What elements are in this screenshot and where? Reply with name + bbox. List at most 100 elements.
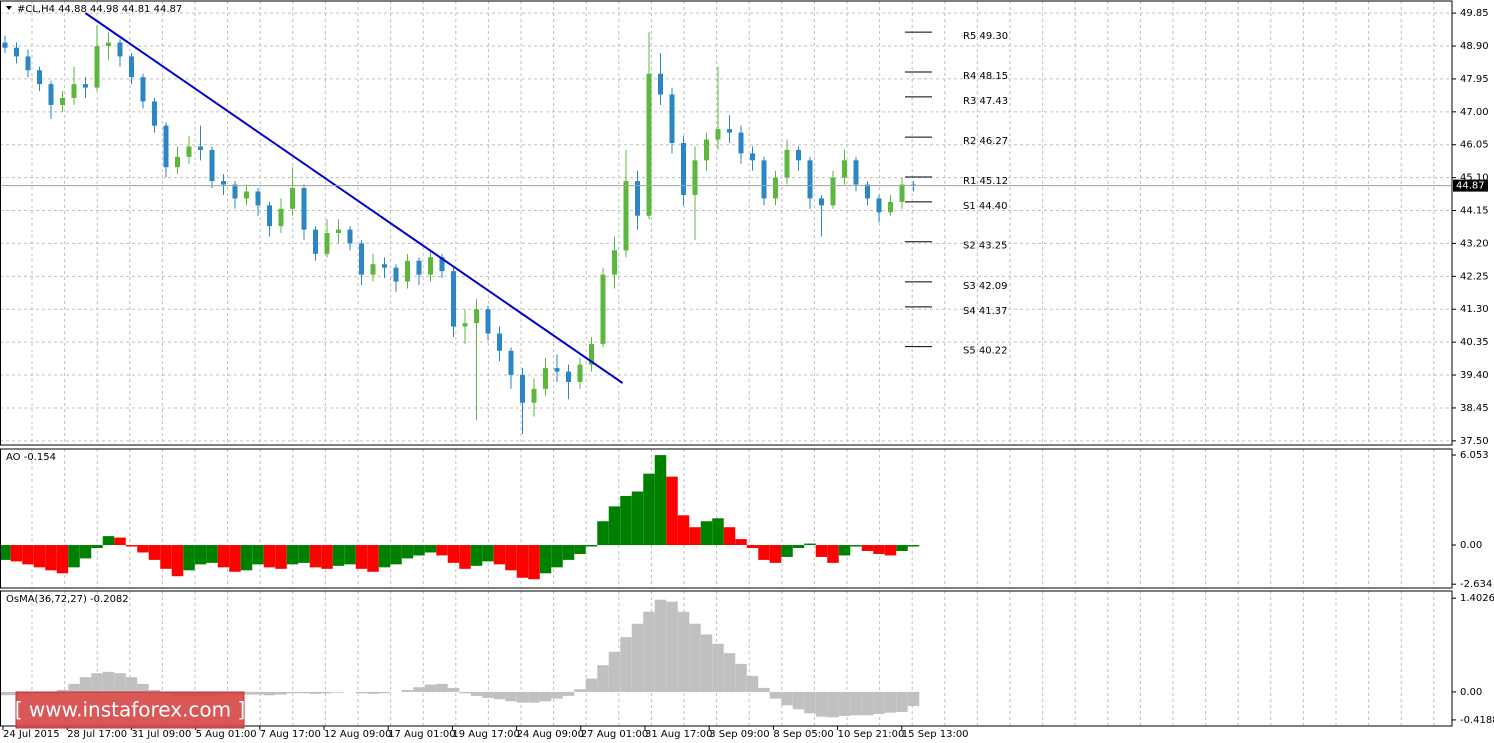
- candle-body: [888, 201, 893, 213]
- y-tick-label: 44.15: [1460, 206, 1489, 217]
- histogram-bar: [482, 691, 494, 698]
- histogram-bar: [160, 545, 172, 569]
- x-tick-label: 5 Aug 01:00: [196, 729, 257, 740]
- histogram-bar: [654, 599, 667, 692]
- histogram-bar: [551, 691, 563, 699]
- histogram-bar: [45, 545, 57, 571]
- x-tick-label: 24 Jul 2015: [3, 729, 60, 740]
- x-tick-label: 7 Aug 17:00: [260, 729, 321, 740]
- y-tick-label: 48.90: [1460, 41, 1489, 52]
- candle-body: [623, 181, 629, 251]
- candle-body: [784, 149, 790, 178]
- histogram-bar: [298, 691, 310, 694]
- candle-body: [129, 56, 134, 78]
- candle-body: [324, 233, 330, 254]
- histogram-bar: [643, 611, 655, 692]
- histogram-bar: [286, 545, 299, 565]
- histogram-bar: [516, 545, 529, 578]
- candle-body: [807, 160, 813, 199]
- histogram-bar: [367, 691, 379, 694]
- indicator-title: OsMA(36,72,27) -0.2082: [6, 594, 129, 605]
- histogram-bar: [114, 673, 126, 692]
- histogram-bar: [447, 687, 460, 692]
- x-tick-label: 31 Jul 09:00: [131, 729, 191, 740]
- histogram-bar: [873, 691, 885, 714]
- histogram-bar: [206, 545, 218, 563]
- histogram-bar: [689, 623, 701, 692]
- candle-body: [313, 229, 318, 254]
- x-tick-label: 8 Sep 05:00: [773, 729, 833, 740]
- candle-body: [71, 84, 77, 98]
- histogram-bar: [91, 673, 103, 692]
- candle-body: [451, 271, 456, 327]
- y-tick-label: -0.4188: [1460, 715, 1494, 726]
- candle-body: [347, 229, 353, 244]
- menu-arrow: [6, 6, 12, 10]
- candle-body: [612, 250, 617, 275]
- histogram-bar: [390, 545, 402, 565]
- candle-body: [2, 42, 8, 48]
- histogram-bar: [355, 691, 368, 694]
- candle-body: [865, 184, 870, 199]
- histogram-bar: [436, 545, 448, 556]
- histogram-bar: [643, 473, 655, 546]
- pivot-label: S4 41.37: [963, 306, 1008, 317]
- histogram-bar: [459, 545, 471, 569]
- histogram-bar: [838, 545, 851, 556]
- histogram-bar: [781, 545, 793, 557]
- histogram-bar: [505, 691, 517, 702]
- y-tick-label: 0.00: [1460, 687, 1482, 698]
- y-tick-label: 6.053: [1460, 450, 1489, 461]
- histogram-bar: [56, 545, 69, 574]
- histogram-bar: [309, 691, 322, 694]
- x-tick-label: 17 Aug 01:00: [388, 729, 455, 740]
- histogram-bar: [68, 545, 80, 568]
- histogram-bar: [735, 539, 747, 546]
- histogram-bar: [539, 545, 552, 574]
- histogram-bar: [597, 521, 609, 546]
- candle-body: [140, 77, 146, 102]
- candle-body: [635, 181, 640, 216]
- candle-body: [508, 350, 514, 376]
- candle-body: [439, 257, 445, 272]
- candle-body: [738, 132, 744, 154]
- candle-body: [520, 375, 525, 403]
- histogram-bar: [470, 691, 483, 696]
- histogram-bar: [493, 545, 506, 565]
- candle-body: [336, 229, 341, 234]
- y-tick-label: 40.35: [1460, 337, 1489, 348]
- histogram-bar: [470, 545, 483, 566]
- candle-body: [761, 160, 767, 199]
- histogram-bar: [597, 665, 609, 692]
- histogram-bar: [148, 689, 161, 692]
- histogram-bar: [401, 689, 414, 692]
- candle-body: [382, 264, 387, 268]
- candle-body: [428, 257, 433, 275]
- pivot-label: S1 44.40: [963, 201, 1008, 212]
- candle-body: [796, 149, 801, 161]
- candle-body: [485, 309, 491, 334]
- candle-body: [163, 125, 169, 168]
- histogram-bar: [424, 545, 437, 553]
- candle-body: [577, 364, 583, 382]
- y-tick-label: 38.45: [1460, 403, 1489, 414]
- watermark-box: [15, 691, 245, 729]
- histogram-bar: [252, 691, 264, 695]
- histogram-bar: [746, 545, 759, 549]
- histogram-bar: [447, 545, 460, 563]
- histogram-bar: [102, 671, 115, 692]
- candle-body: [853, 160, 859, 185]
- histogram-bar: [528, 545, 540, 580]
- histogram-bar: [712, 518, 724, 546]
- histogram-bar: [275, 691, 287, 695]
- pivot-label: S5 40.22: [963, 346, 1008, 357]
- candle-body: [646, 73, 652, 216]
- histogram-bar: [298, 545, 310, 563]
- candle-body: [715, 129, 721, 140]
- histogram-bar: [0, 691, 11, 696]
- x-tick-label: 24 Aug 09:00: [517, 729, 584, 740]
- histogram-bar: [102, 536, 115, 546]
- histogram-bar: [68, 683, 80, 692]
